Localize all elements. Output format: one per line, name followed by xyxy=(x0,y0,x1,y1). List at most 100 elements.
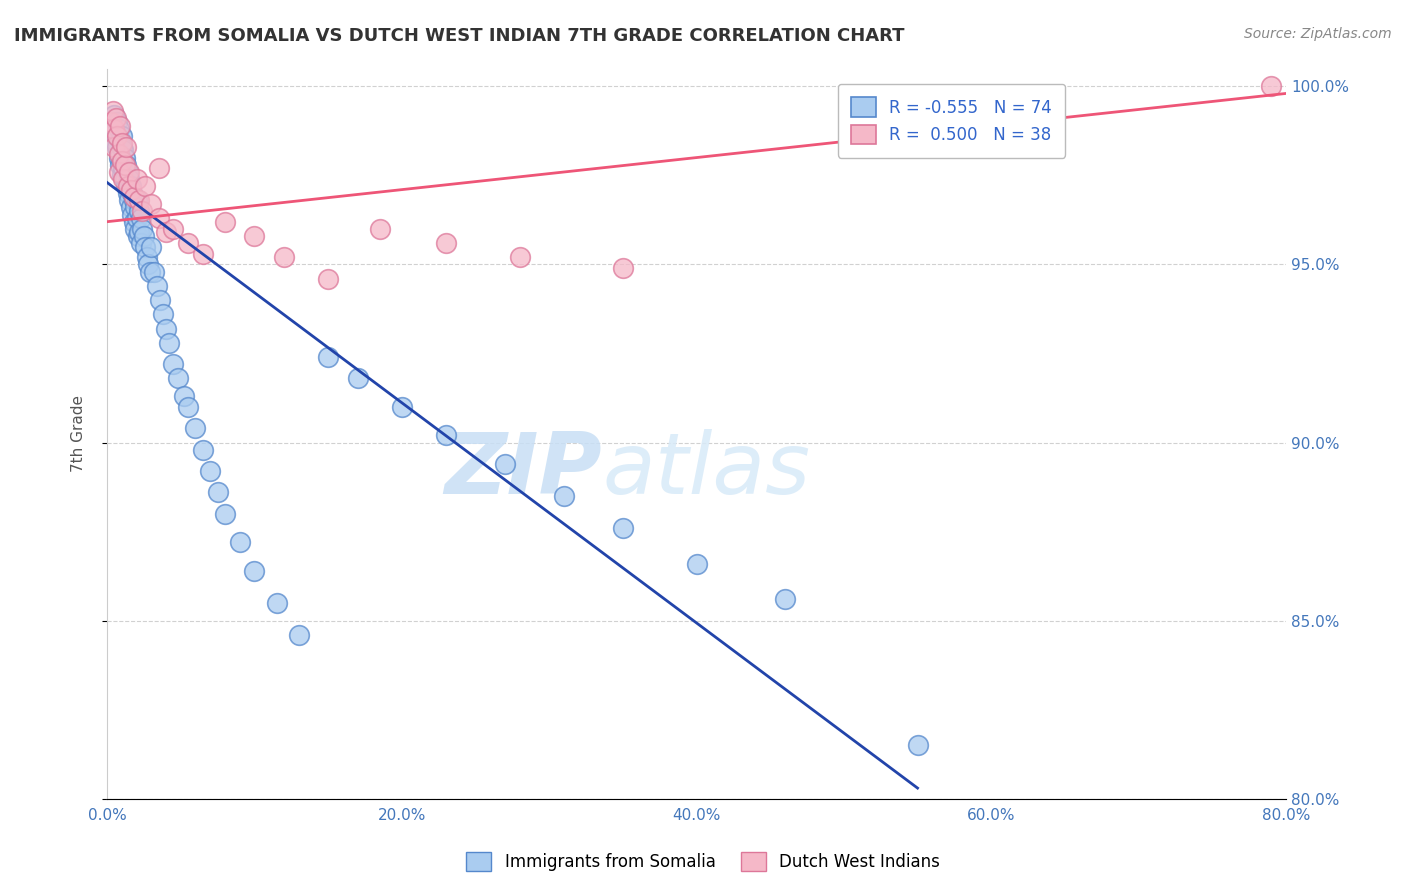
Point xyxy=(100,115,122,129)
Point xyxy=(128,226,150,240)
Legend: R = -0.555   N = 74, R =  0.500   N = 38: R = -0.555 N = 74, R = 0.500 N = 38 xyxy=(838,84,1066,158)
Point xyxy=(214,507,236,521)
Point xyxy=(104,112,127,126)
Point xyxy=(129,235,152,250)
Point xyxy=(685,557,707,571)
Point xyxy=(117,186,139,201)
Point xyxy=(125,172,148,186)
Point xyxy=(120,179,142,194)
Point xyxy=(114,158,136,172)
Point xyxy=(316,271,339,285)
Point xyxy=(124,201,146,215)
Point xyxy=(108,122,131,136)
Point xyxy=(120,183,142,197)
Point xyxy=(166,371,188,385)
Point xyxy=(391,400,413,414)
Point xyxy=(434,235,457,250)
Point xyxy=(152,307,174,321)
Point xyxy=(907,739,929,753)
Point xyxy=(173,389,195,403)
Point xyxy=(115,140,138,154)
Point xyxy=(122,194,145,208)
Point xyxy=(125,194,148,208)
Point xyxy=(184,421,207,435)
Point xyxy=(101,104,124,119)
Point xyxy=(110,158,132,172)
Point xyxy=(117,165,139,179)
Point xyxy=(103,122,125,136)
Point xyxy=(103,133,125,147)
Point xyxy=(191,246,214,260)
Point xyxy=(316,350,339,364)
Point xyxy=(135,250,157,264)
Point xyxy=(120,201,142,215)
Point xyxy=(612,521,634,535)
Point xyxy=(111,140,134,154)
Point xyxy=(111,154,134,169)
Point xyxy=(108,165,131,179)
Point xyxy=(118,194,141,208)
Y-axis label: 7th Grade: 7th Grade xyxy=(72,395,86,472)
Point xyxy=(243,564,266,578)
Point xyxy=(105,140,128,154)
Point xyxy=(134,179,156,194)
Point xyxy=(1260,79,1282,94)
Point xyxy=(141,197,163,211)
Point xyxy=(111,154,134,169)
Point xyxy=(162,357,184,371)
Point xyxy=(111,169,134,183)
Point xyxy=(132,229,155,244)
Point xyxy=(112,144,135,158)
Point xyxy=(111,129,134,144)
Point xyxy=(155,226,177,240)
Point xyxy=(131,204,153,219)
Point xyxy=(143,264,166,278)
Point xyxy=(346,371,368,385)
Point xyxy=(149,293,172,307)
Point xyxy=(494,457,516,471)
Point xyxy=(125,211,148,226)
Point xyxy=(157,335,180,350)
Point xyxy=(122,190,145,204)
Point xyxy=(118,165,141,179)
Point xyxy=(117,179,139,194)
Point xyxy=(243,229,266,244)
Point xyxy=(115,158,138,172)
Point xyxy=(134,239,156,253)
Point xyxy=(105,129,128,144)
Point xyxy=(114,151,136,165)
Point xyxy=(273,250,295,264)
Text: IMMIGRANTS FROM SOMALIA VS DUTCH WEST INDIAN 7TH GRADE CORRELATION CHART: IMMIGRANTS FROM SOMALIA VS DUTCH WEST IN… xyxy=(14,27,904,45)
Point xyxy=(112,161,135,176)
Point xyxy=(110,133,132,147)
Point xyxy=(509,250,531,264)
Point xyxy=(773,592,796,607)
Point xyxy=(155,321,177,335)
Point xyxy=(214,215,236,229)
Point xyxy=(228,535,250,549)
Legend: Immigrants from Somalia, Dutch West Indians: Immigrants from Somalia, Dutch West Indi… xyxy=(458,843,948,880)
Point xyxy=(612,260,634,275)
Point xyxy=(207,485,229,500)
Point xyxy=(138,257,160,271)
Point xyxy=(368,222,391,236)
Point xyxy=(191,442,214,457)
Point xyxy=(115,179,138,194)
Point xyxy=(128,204,150,219)
Point xyxy=(118,172,141,186)
Point xyxy=(100,126,122,140)
Point xyxy=(108,147,131,161)
Text: atlas: atlas xyxy=(602,429,810,512)
Point xyxy=(434,428,457,442)
Point xyxy=(122,215,145,229)
Point xyxy=(128,194,150,208)
Point xyxy=(148,161,170,176)
Point xyxy=(121,208,143,222)
Point xyxy=(177,400,200,414)
Point xyxy=(148,211,170,226)
Point xyxy=(129,211,152,226)
Point xyxy=(553,489,575,503)
Point xyxy=(121,186,143,201)
Point xyxy=(162,222,184,236)
Point xyxy=(131,222,153,236)
